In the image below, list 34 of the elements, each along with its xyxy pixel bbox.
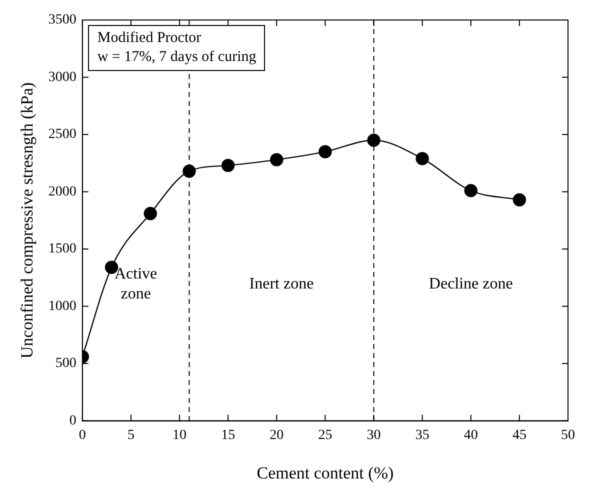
point [144,206,157,220]
y-tick-label: 1000 [48,298,76,314]
x-tick-label: 10 [172,428,187,443]
y-tick-label: 500 [55,356,76,372]
x-axis-title: Cement content (%) [256,463,394,482]
x-tick-label: 25 [318,428,332,443]
x-tick-label: 5 [127,428,134,443]
point [221,158,235,172]
x-tick-label: 15 [221,428,236,443]
x-tick-label: 35 [415,428,430,443]
y-tick-label: 0 [69,413,76,428]
annotation: Inert zone [249,276,314,293]
y-tick-label: 3000 [48,70,76,85]
point [270,153,284,166]
x-tick-label: 30 [366,428,381,443]
point [416,152,429,166]
y-tick-label: 3500 [48,12,76,28]
y-tick-label: 2500 [48,127,76,142]
x-tick-label: 20 [270,428,284,443]
y-axis-title: Unconfined compressive stresngth (kPa) [18,82,37,358]
point [512,193,526,206]
x-tick-label: 45 [512,428,526,443]
annotation: Decline zone [428,276,513,293]
point [367,134,380,147]
point [182,164,196,178]
point [464,184,478,198]
point [318,145,332,158]
y-tick-label: 1500 [48,242,76,257]
annotation: Modified Proctor w = 17%, 7 days of curing [88,25,266,71]
annotation: Active zone [114,266,158,303]
x-tick-label: 50 [561,428,575,443]
x-tick-label: 0 [78,428,86,443]
y-tick-label: 2000 [48,184,76,200]
x-tick-label: 40 [464,428,478,443]
